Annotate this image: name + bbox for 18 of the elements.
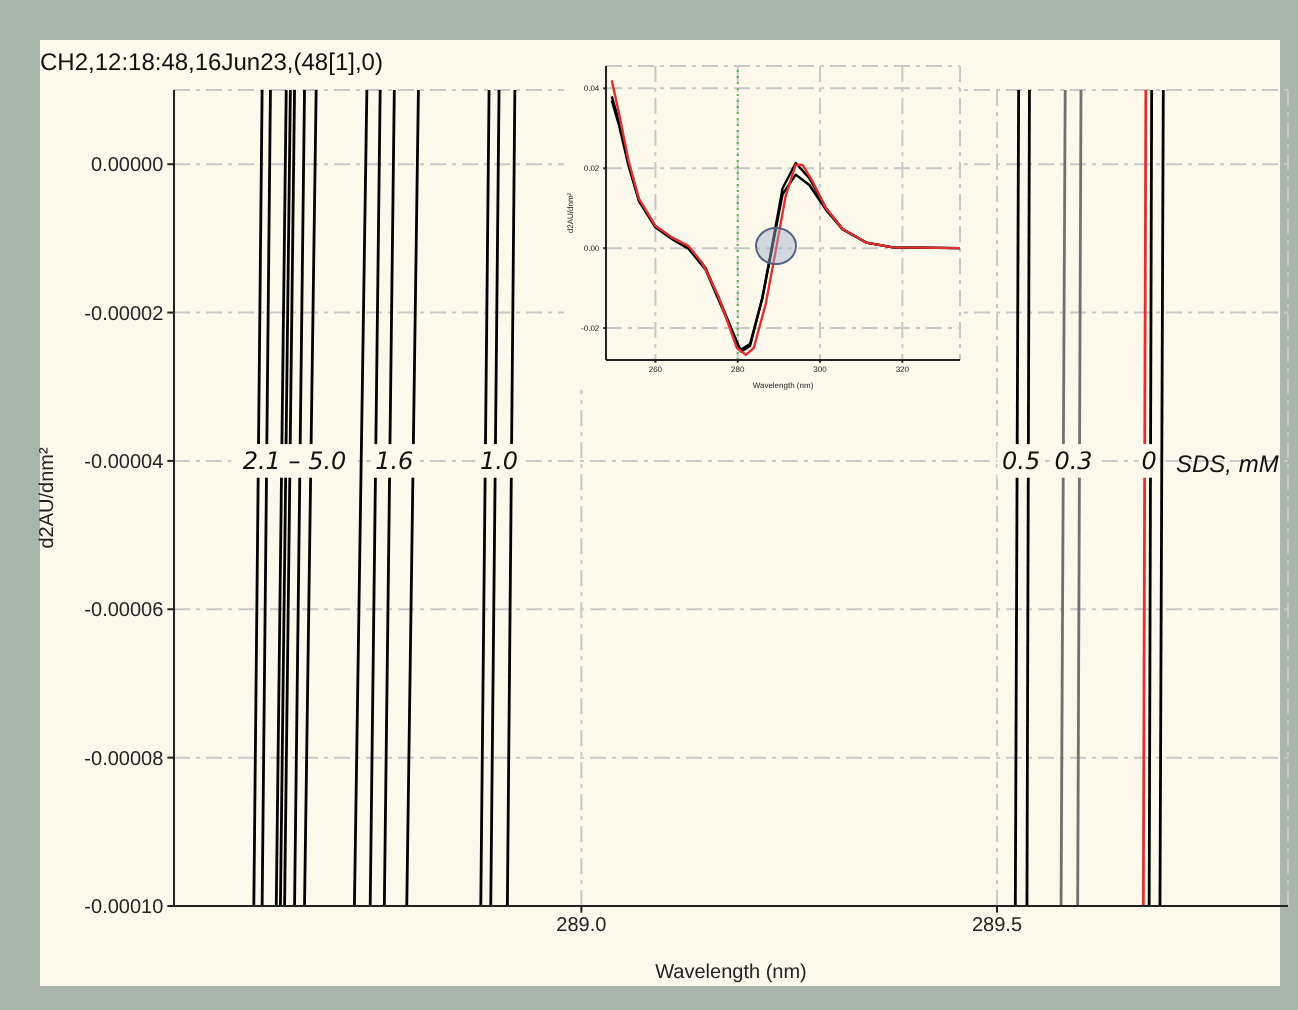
y-tick-label: -0.00006 [84,600,165,623]
y-tick-label: -0.00010 [84,897,165,920]
annotation: 1.0 [479,446,519,475]
annotation: 0.3 [1054,446,1093,475]
y-axis-title: d2AU/dnm² [37,446,60,549]
chart-title: CH2,12:18:48,16Jun23,(48[1],0) [40,48,383,76]
annotation: 1.6 [375,446,415,475]
x-tick-label: 289.5 [972,914,1023,937]
x-axis-title: Wavelength (nm) [655,962,807,984]
annotation: SDS, mM [1176,450,1279,478]
y-tick-label: 0.00000 [91,155,165,178]
annotation: 0 [1141,446,1158,475]
y-tick-label: -0.00004 [84,452,165,475]
x-tick-label: 289.0 [556,914,608,937]
annotation: 2.1 – 5.0 [242,446,348,475]
annotation: 0.5 [1002,446,1041,475]
y-tick-label: -0.00008 [84,748,165,771]
y-tick-label: -0.00002 [84,303,165,326]
